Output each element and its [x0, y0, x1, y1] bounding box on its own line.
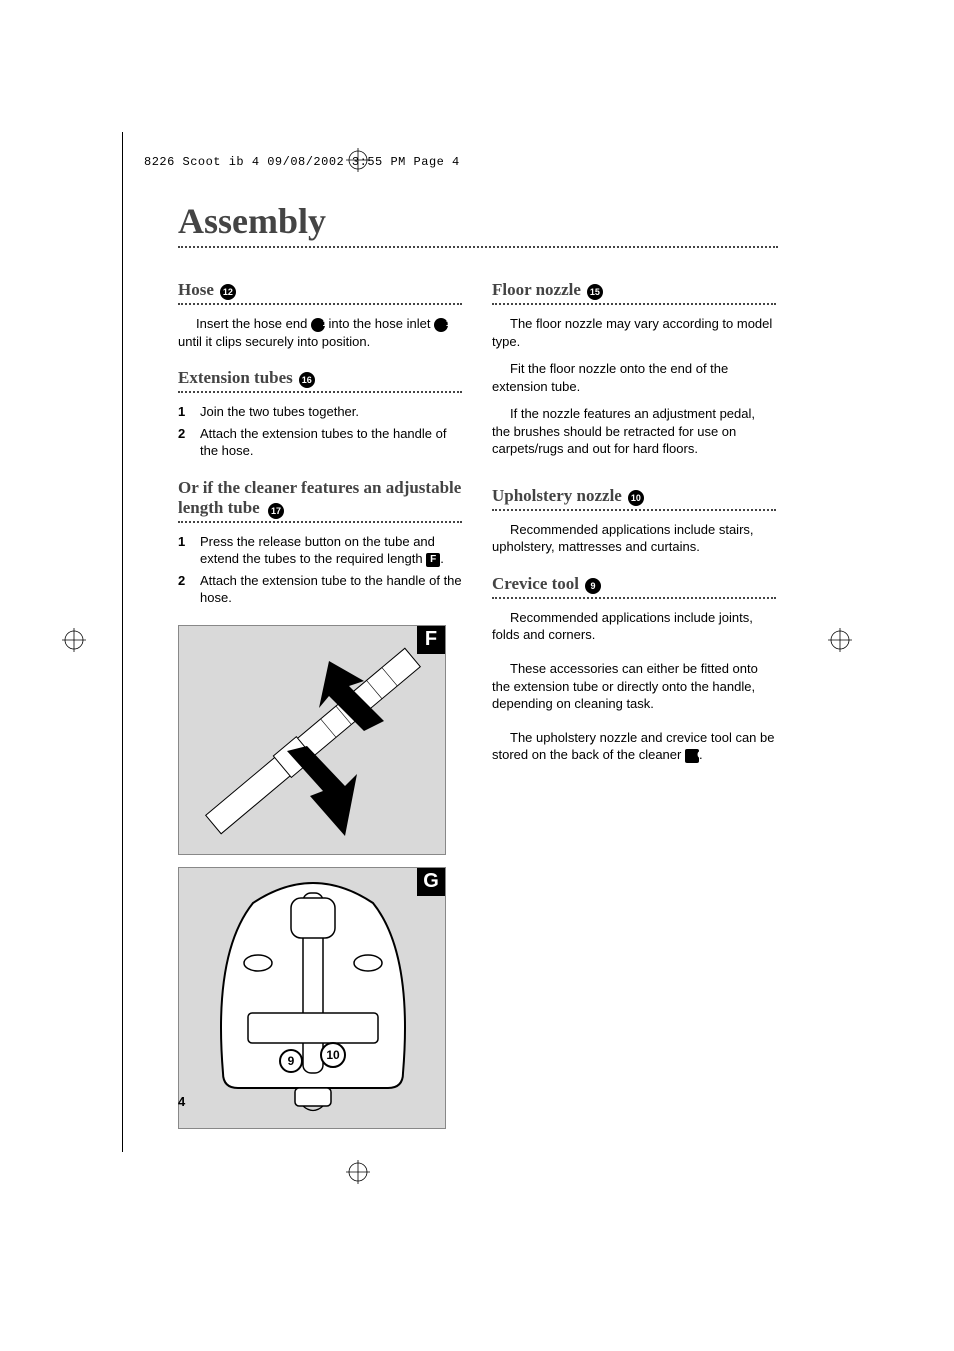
- hose-paragraph: Insert the hose end 12 into the hose inl…: [178, 315, 462, 350]
- floor-p1: The floor nozzle may vary according to m…: [492, 315, 776, 350]
- heading-extension-tubes: Extension tubes 16: [178, 368, 462, 393]
- ref-icon: 10: [628, 490, 644, 506]
- heading-floor-nozzle: Floor nozzle 15: [492, 280, 776, 305]
- heading-text: Or if the cleaner features an adjustable…: [178, 478, 461, 517]
- crev-p3: The upholstery nozzle and crevice tool c…: [492, 729, 776, 764]
- list-item: 1 Press the release button on the tube a…: [178, 533, 462, 568]
- section-adjustable-tube: Or if the cleaner features an adjustable…: [178, 478, 462, 607]
- section-upholstery-nozzle: Upholstery nozzle 10 Recommended applica…: [492, 486, 776, 556]
- registration-mark-right: [828, 628, 852, 652]
- ref-icon: 16: [299, 372, 315, 388]
- figure-f: F: [178, 625, 446, 855]
- crev-p2: These accessories can either be fitted o…: [492, 660, 776, 713]
- uph-p1: Recommended applications include stairs,…: [492, 521, 776, 556]
- print-imprint: 8226 Scoot ib 4 09/08/2002 3:55 PM Page …: [144, 155, 460, 169]
- ref-icon: 17: [268, 503, 284, 519]
- floor-p3: If the nozzle features an adjustment ped…: [492, 405, 776, 458]
- heading-hose: Hose 12: [178, 280, 462, 305]
- registration-mark-bottom: [346, 1160, 370, 1184]
- adjustable-steps: 1 Press the release button on the tube a…: [178, 533, 462, 607]
- page-title: Assembly: [178, 200, 778, 248]
- list-item: 1Join the two tubes together.: [178, 403, 462, 421]
- ref-icon: 15: [587, 284, 603, 300]
- section-crevice-tool: Crevice tool 9 Recommended applications …: [492, 574, 776, 764]
- section-floor-nozzle: Floor nozzle 15 The floor nozzle may var…: [492, 280, 776, 458]
- ref-letter-icon: F: [426, 553, 440, 567]
- heading-text: Upholstery nozzle: [492, 486, 622, 506]
- heading-upholstery-nozzle: Upholstery nozzle 10: [492, 486, 776, 511]
- two-column-layout: Hose 12 Insert the hose end 12 into the …: [178, 280, 778, 1141]
- ref-icon: 11: [434, 318, 448, 332]
- heading-adjustable-tube: Or if the cleaner features an adjustable…: [178, 478, 462, 523]
- figure-g: G: [178, 867, 446, 1129]
- heading-text: Crevice tool: [492, 574, 579, 594]
- figure-g-label-9: 9: [288, 1054, 295, 1068]
- figure-g-illustration: 9 10: [179, 868, 447, 1130]
- floor-p2: Fit the floor nozzle onto the end of the…: [492, 360, 776, 395]
- right-column: Floor nozzle 15 The floor nozzle may var…: [492, 280, 776, 1141]
- section-hose: Hose 12 Insert the hose end 12 into the …: [178, 280, 462, 350]
- left-column: Hose 12 Insert the hose end 12 into the …: [178, 280, 462, 1141]
- ref-icon: 12: [311, 318, 325, 332]
- ref-icon: 12: [220, 284, 236, 300]
- heading-text: Extension tubes: [178, 368, 293, 388]
- figure-tag: F: [417, 626, 445, 654]
- crev-p1: Recommended applications include joints,…: [492, 609, 776, 644]
- ref-icon: 9: [585, 578, 601, 594]
- heading-text: Hose: [178, 280, 214, 300]
- list-item: 2Attach the extension tubes to the handl…: [178, 425, 462, 460]
- registration-mark-left: [62, 628, 86, 652]
- figure-f-illustration: [179, 626, 447, 856]
- page-number: 4: [178, 1094, 185, 1109]
- heading-text: Floor nozzle: [492, 280, 581, 300]
- crop-rule-left: [122, 132, 123, 1152]
- figure-g-label-10: 10: [326, 1048, 340, 1062]
- extension-steps: 1Join the two tubes together. 2Attach th…: [178, 403, 462, 460]
- list-item: 2Attach the extension tube to the handle…: [178, 572, 462, 607]
- figure-tag: G: [417, 868, 445, 896]
- page-content: Assembly Hose 12 Insert the hose end 12 …: [178, 200, 778, 1141]
- ref-letter-icon: G: [685, 749, 699, 763]
- heading-crevice-tool: Crevice tool 9: [492, 574, 776, 599]
- section-extension-tubes: Extension tubes 16 1Join the two tubes t…: [178, 368, 462, 460]
